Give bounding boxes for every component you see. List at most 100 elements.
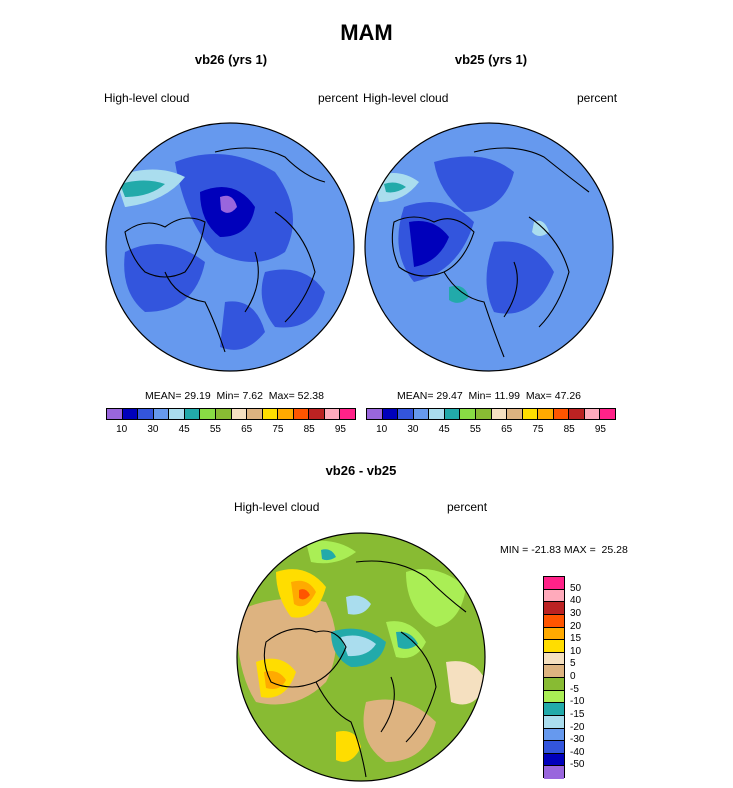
diff-colorbar-tick-label: -50 bbox=[570, 759, 585, 771]
diff-colorbar-swatch bbox=[544, 678, 564, 691]
colorbar-swatch bbox=[200, 409, 216, 419]
colorbar-swatch bbox=[247, 409, 263, 419]
diff-colorbar-tick-label: 20 bbox=[570, 620, 582, 632]
colorbar-swatch bbox=[507, 409, 523, 419]
diff-colorbar-swatch bbox=[544, 728, 564, 742]
colorbar-tick-label: 45 bbox=[178, 424, 190, 435]
colorbar-swatch bbox=[398, 409, 414, 419]
colorbar-swatch bbox=[107, 409, 123, 419]
colorbar-swatch bbox=[231, 409, 248, 419]
right-colorbar-ticks: 10 30 45 55 65 75 85 95 bbox=[366, 424, 616, 438]
diff-colorbar-swatch bbox=[544, 589, 564, 603]
diff-colorbar-swatch bbox=[544, 715, 564, 729]
colorbar-tick-label: 85 bbox=[563, 424, 575, 435]
left-mean-value: 29.19 bbox=[184, 390, 211, 402]
left-min-label: Min= bbox=[216, 390, 240, 402]
colorbar-swatch bbox=[367, 409, 383, 419]
right-min-label: Min= bbox=[468, 390, 492, 402]
colorbar-tick-label: 95 bbox=[594, 424, 606, 435]
diff-colorbar-swatch bbox=[544, 627, 564, 641]
diff-colorbar-swatch bbox=[544, 577, 564, 590]
diff-colorbar-tick-label: -20 bbox=[570, 721, 585, 733]
left-max-value: 52.38 bbox=[297, 390, 324, 402]
diff-colorbar-tick-label: 15 bbox=[570, 633, 582, 645]
left-polar-map bbox=[105, 122, 355, 372]
colorbar-swatch bbox=[340, 409, 355, 419]
diff-colorbar-swatch bbox=[544, 741, 564, 754]
colorbar-swatch bbox=[429, 409, 445, 419]
colorbar-swatch bbox=[169, 409, 185, 419]
diff-colorbar-swatch bbox=[544, 614, 564, 628]
diff-colorbar-tick-label: 0 bbox=[570, 671, 576, 682]
left-colorbar bbox=[106, 408, 356, 420]
diff-colorbar-tick-label: 10 bbox=[570, 645, 582, 657]
colorbar-swatch bbox=[538, 409, 554, 419]
colorbar-tick-label: 10 bbox=[376, 424, 388, 435]
diff-colorbar-tick-label: 5 bbox=[570, 658, 576, 670]
left-max-label: Max= bbox=[268, 390, 295, 402]
colorbar-swatch bbox=[491, 409, 508, 419]
right-mean-label: MEAN= bbox=[397, 390, 434, 402]
colorbar-tick-label: 95 bbox=[334, 424, 346, 435]
diff-colorbar-tick-label: 30 bbox=[570, 607, 582, 619]
diff-colorbar-swatch bbox=[544, 640, 564, 653]
colorbar-swatch bbox=[475, 409, 492, 419]
right-max-label: Max= bbox=[525, 390, 552, 402]
colorbar-tick-label: 65 bbox=[241, 424, 253, 435]
colorbar-swatch bbox=[324, 409, 341, 419]
colorbar-swatch bbox=[444, 409, 461, 419]
colorbar-swatch bbox=[584, 409, 601, 419]
colorbar-tick-label: 65 bbox=[501, 424, 513, 435]
colorbar-tick-label: 55 bbox=[209, 424, 221, 435]
colorbar-tick-label: 30 bbox=[147, 424, 159, 435]
colorbar-swatch bbox=[153, 409, 170, 419]
diff-panel-units-label: percent bbox=[447, 500, 488, 514]
diff-colorbar-swatch bbox=[544, 703, 564, 716]
diff-colorbar-swatch bbox=[544, 652, 564, 666]
left-colorbar-ticks: 10 30 45 55 65 75 85 95 bbox=[106, 424, 356, 438]
left-panel-stats: MEAN= 29.19 Min= 7.62 Max= 52.38 bbox=[145, 390, 324, 402]
right-panel-stats: MEAN= 29.47 Min= 11.99 Max= 47.26 bbox=[397, 390, 581, 402]
diff-polar-map bbox=[236, 532, 486, 782]
colorbar-swatch bbox=[262, 409, 279, 419]
colorbar-swatch bbox=[460, 409, 476, 419]
colorbar-swatch bbox=[309, 409, 325, 419]
left-panel-subtitle: vb26 (yrs 1) bbox=[194, 52, 268, 67]
colorbar-swatch bbox=[413, 409, 430, 419]
colorbar-tick-label: 85 bbox=[303, 424, 315, 435]
colorbar-tick-label: 45 bbox=[438, 424, 450, 435]
diff-colorbar-swatch bbox=[544, 753, 564, 767]
left-panel-variable-label: High-level cloud bbox=[104, 91, 190, 105]
right-polar-map bbox=[364, 122, 614, 372]
diff-colorbar-tick-label: 50 bbox=[570, 582, 582, 594]
right-min-value: 11.99 bbox=[494, 390, 521, 402]
colorbar-tick-label: 75 bbox=[272, 424, 284, 435]
colorbar-swatch bbox=[184, 409, 201, 419]
colorbar-swatch bbox=[600, 409, 615, 419]
diff-colorbar-tick-label: -10 bbox=[570, 696, 585, 708]
colorbar-swatch bbox=[522, 409, 539, 419]
right-panel-subtitle: vb25 (yrs 1) bbox=[454, 52, 528, 67]
diff-panel-variable-label: High-level cloud bbox=[234, 500, 320, 514]
right-panel-variable-label: High-level cloud bbox=[363, 91, 449, 105]
diff-minmax-text: MIN = -21.83 MAX = 25.28 bbox=[500, 544, 628, 556]
diff-colorbar-tick-label: -40 bbox=[570, 746, 585, 758]
diff-panel-subtitle: vb26 - vb25 bbox=[325, 463, 397, 478]
left-min-value: 7.62 bbox=[242, 390, 263, 402]
diff-colorbar-tick-label: -5 bbox=[570, 683, 579, 695]
colorbar-tick-label: 10 bbox=[116, 424, 128, 435]
colorbar-swatch bbox=[382, 409, 399, 419]
colorbar-swatch bbox=[569, 409, 585, 419]
diff-colorbar-tick-label: -15 bbox=[570, 708, 585, 720]
left-mean-label: MEAN= bbox=[145, 390, 182, 402]
colorbar-swatch bbox=[215, 409, 232, 419]
colorbar-swatch bbox=[138, 409, 154, 419]
right-max-value: 47.26 bbox=[554, 390, 582, 402]
diff-colorbar-swatch bbox=[544, 766, 564, 779]
diff-colorbar-swatch bbox=[544, 690, 564, 704]
diff-colorbar-swatch bbox=[544, 602, 564, 615]
colorbar-tick-label: 55 bbox=[469, 424, 481, 435]
right-panel-units-label: percent bbox=[577, 91, 618, 105]
colorbar-tick-label: 30 bbox=[407, 424, 419, 435]
right-colorbar bbox=[366, 408, 616, 420]
